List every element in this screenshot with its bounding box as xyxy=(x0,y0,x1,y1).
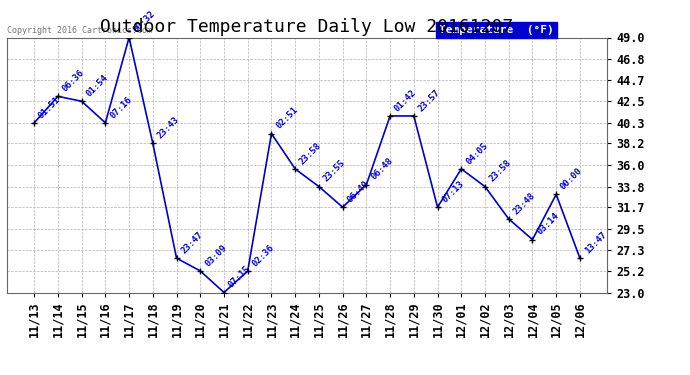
Text: 03:14: 03:14 xyxy=(535,211,560,237)
Text: 13:47: 13:47 xyxy=(582,230,608,255)
Text: 23:48: 23:48 xyxy=(511,191,537,216)
Text: Copyright 2016 Cartronics.com: Copyright 2016 Cartronics.com xyxy=(7,26,152,35)
Text: 07:15: 07:15 xyxy=(227,264,252,290)
Text: Temperature  (°F): Temperature (°F) xyxy=(439,25,554,35)
Text: 23:58: 23:58 xyxy=(488,158,513,184)
Text: 23:43: 23:43 xyxy=(156,115,181,141)
Text: 00:32: 00:32 xyxy=(132,9,157,35)
Title: Outdoor Temperature Daily Low 20161207: Outdoor Temperature Daily Low 20161207 xyxy=(101,18,513,36)
Text: 02:36: 02:36 xyxy=(250,243,276,268)
Text: 23:55: 23:55 xyxy=(322,158,347,184)
Text: 06:40: 06:40 xyxy=(346,179,371,204)
Text: 00:00: 00:00 xyxy=(559,166,584,192)
Text: 06:36: 06:36 xyxy=(61,68,86,94)
Text: 07:13: 07:13 xyxy=(440,179,466,204)
Text: 23:47: 23:47 xyxy=(179,230,205,255)
Text: 01:51: 01:51 xyxy=(37,94,62,120)
Text: 01:42: 01:42 xyxy=(393,88,418,113)
Text: 07:16: 07:16 xyxy=(108,94,133,120)
Text: 04:05: 04:05 xyxy=(464,141,489,166)
Text: 06:48: 06:48 xyxy=(369,156,395,182)
Text: 23:58: 23:58 xyxy=(298,141,324,166)
Text: 03:09: 03:09 xyxy=(203,243,228,268)
Text: 02:51: 02:51 xyxy=(274,105,299,131)
Text: 23:57: 23:57 xyxy=(417,88,442,113)
Text: 01:54: 01:54 xyxy=(84,73,110,99)
